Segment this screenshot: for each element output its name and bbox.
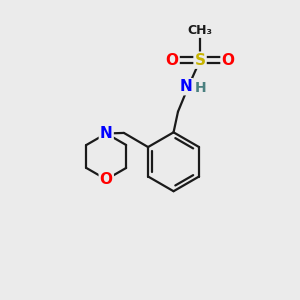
Text: O: O <box>166 53 178 68</box>
Text: O: O <box>100 172 113 187</box>
Text: S: S <box>195 53 206 68</box>
Text: CH₃: CH₃ <box>188 24 213 37</box>
Text: H: H <box>195 81 206 95</box>
Text: N: N <box>100 126 112 141</box>
Text: O: O <box>221 53 235 68</box>
Text: N: N <box>179 79 192 94</box>
